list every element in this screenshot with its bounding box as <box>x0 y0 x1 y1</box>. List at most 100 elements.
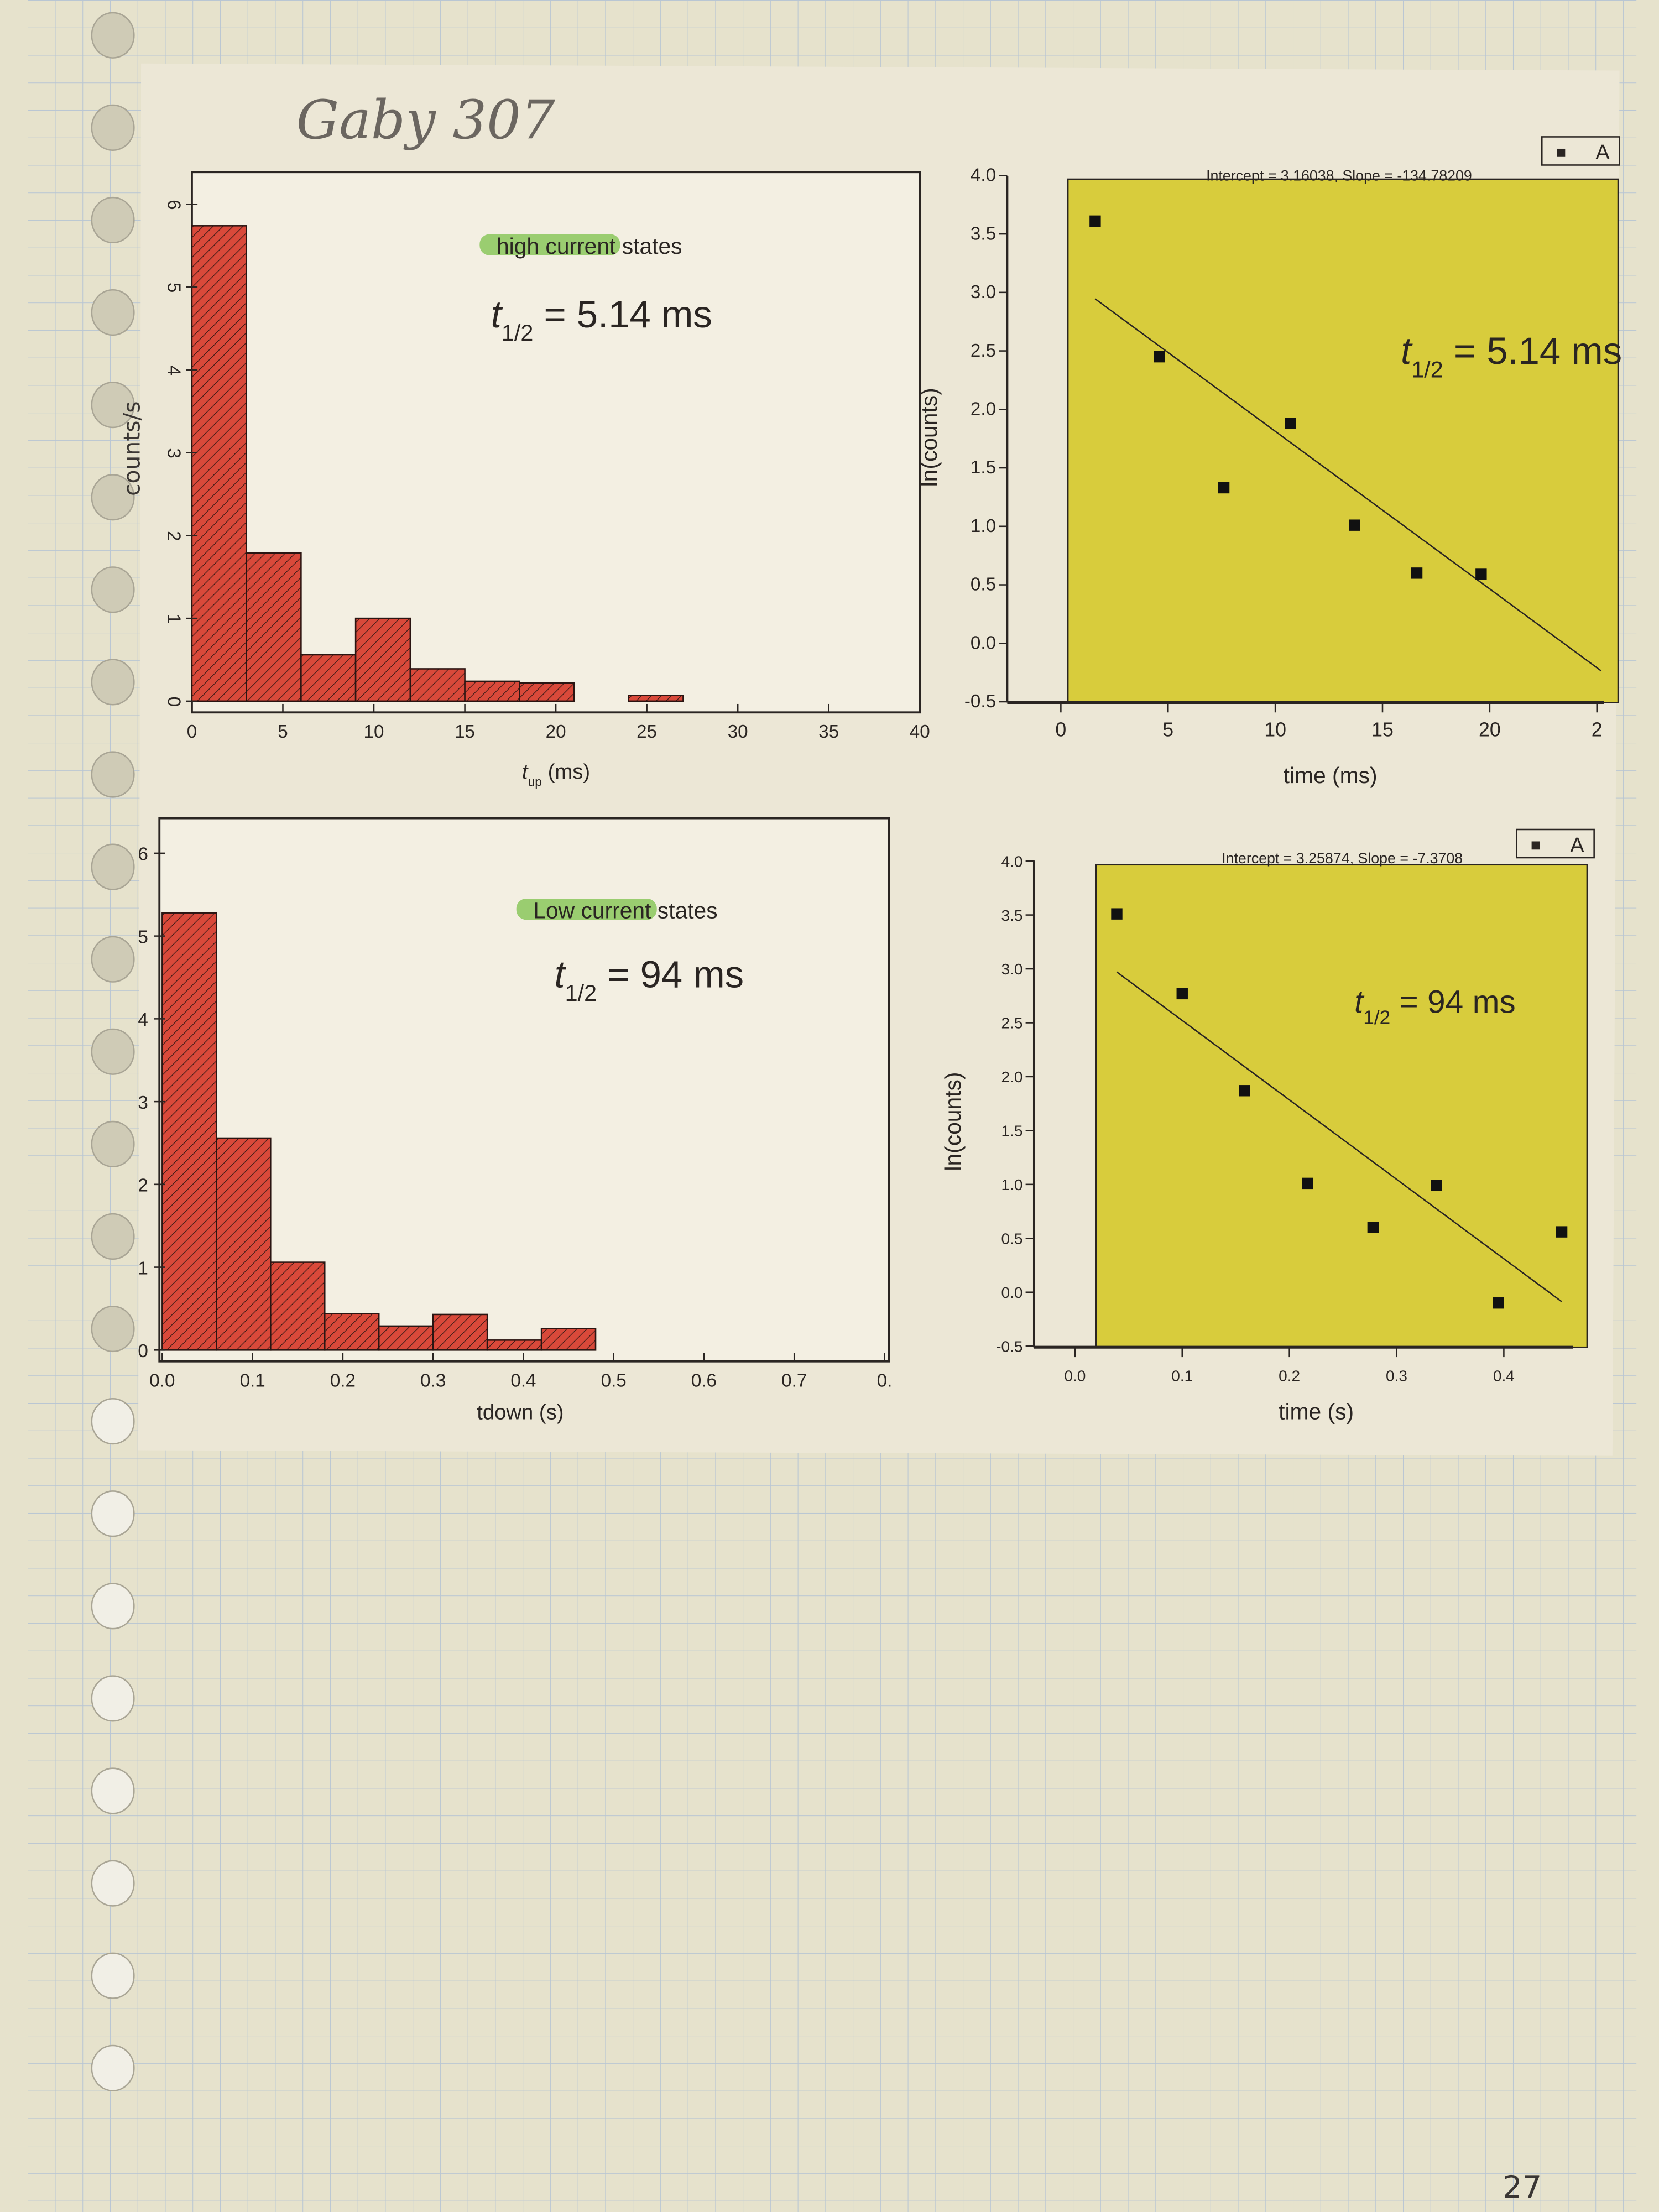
label-text: = 5.14 ms <box>533 293 712 336</box>
x-tick-label: 15 <box>455 722 475 742</box>
data-point <box>1431 1180 1442 1191</box>
x-tick-label: 15 <box>1371 719 1394 741</box>
histogram-bar <box>246 552 302 702</box>
x-axis-label: tup (ms) <box>522 760 590 789</box>
legend-label: A <box>1595 140 1610 164</box>
x-tick-label: 0.1 <box>240 1371 265 1391</box>
y-axis-label: ln(counts) <box>916 388 942 487</box>
scatter-low-current-fit: -0.5 0.0 0.5 1.0 1.5 2.0 2.5 3.0 3.5 4.0 0.0 0.1 0.2… <box>940 828 1595 1424</box>
data-point <box>1089 215 1101 227</box>
data-point <box>1218 482 1230 494</box>
x-tick-label: 0.6 <box>691 1371 717 1391</box>
data-point <box>1111 908 1123 920</box>
punch-hole <box>91 1675 135 1722</box>
data-point <box>1367 1222 1379 1233</box>
punch-hole <box>91 474 135 521</box>
histogram-bar <box>191 225 247 702</box>
highlighted-text: Low current <box>533 898 657 924</box>
punch-hole <box>91 104 135 151</box>
x-tick-label: 0.4 <box>510 1371 536 1391</box>
x-tick-label: 0.5 <box>601 1371 627 1391</box>
y-tick-label: 3 <box>138 1093 148 1113</box>
punch-hole <box>91 659 135 706</box>
histogram-bar <box>628 695 684 702</box>
histogram-bar <box>216 1137 272 1351</box>
legend-marker: ■ <box>1556 143 1567 162</box>
histogram-bar <box>324 1313 380 1351</box>
x-tick-label: 10 <box>364 722 384 742</box>
data-point <box>1154 351 1165 363</box>
histogram-bar <box>270 1261 326 1351</box>
legend-label: A <box>1570 833 1584 857</box>
punch-hole <box>91 12 135 59</box>
punch-hole <box>91 1767 135 1814</box>
y-tick-label: 1.0 <box>1001 1176 1022 1193</box>
histogram-bar <box>378 1325 434 1351</box>
label-text: tdown (s) <box>477 1400 564 1424</box>
y-axis-label-handwritten: counts/s <box>119 401 145 496</box>
symbol: t <box>491 293 503 336</box>
y-tick-label: -0.5 <box>996 1338 1022 1355</box>
x-tick-label: 10 <box>1264 719 1286 741</box>
x-axis-label: time (ms) <box>1284 763 1378 788</box>
half-life-annotation: t1/2 = 94 ms <box>1354 984 1516 1029</box>
histogram-bar <box>432 1313 488 1351</box>
histogram-high-current: 0 5 10 15 20 25 30 35 40 0 1 2 3 4 5 6 high current stat… <box>119 171 930 789</box>
x-tick-label: 5 <box>1162 719 1173 741</box>
series-label: Low current states <box>533 898 717 924</box>
data-point <box>1411 567 1423 579</box>
y-tick-label: 1 <box>164 614 184 624</box>
punch-hole <box>91 1213 135 1260</box>
histogram-bar <box>354 617 411 702</box>
label-text: = 5.14 ms <box>1443 330 1622 372</box>
handwritten-name: Gaby 307 <box>296 88 555 151</box>
symbol: t <box>1401 330 1413 372</box>
symbol: t <box>1354 984 1365 1020</box>
punch-hole <box>91 936 135 983</box>
plot-area <box>1095 864 1588 1348</box>
half-life-annotation: t1/2 = 5.14 ms <box>1401 330 1622 382</box>
histogram-bar <box>409 668 466 702</box>
y-tick-label: 0.0 <box>1001 1284 1022 1301</box>
highlight-mark <box>479 234 620 255</box>
y-tick-label: 4 <box>164 366 184 375</box>
punch-hole <box>91 1490 135 1537</box>
x-tick-label: 0.7 <box>781 1371 807 1391</box>
y-tick-label: 4.0 <box>971 165 996 186</box>
data-point <box>1302 1177 1313 1190</box>
punch-hole <box>91 566 135 613</box>
y-tick-label: 1 <box>138 1258 148 1279</box>
y-tick-label: 3.5 <box>1001 907 1022 924</box>
y-tick-label: 4.0 <box>1001 853 1022 870</box>
data-point <box>1285 418 1296 429</box>
subscript: up <box>528 775 542 789</box>
punch-hole <box>91 843 135 890</box>
y-tick-label: 2 <box>164 531 184 541</box>
x-tick-label: 0.4 <box>1493 1367 1515 1384</box>
y-tick-label: 3.0 <box>971 282 996 302</box>
x-tick-label: 30 <box>728 722 748 742</box>
punch-holes <box>91 12 135 2091</box>
fit-parameters-label: Intercept = 3.16038, Slope = -134.78209 <box>1206 168 1472 184</box>
x-axis-label: tdown (s) <box>477 1400 564 1424</box>
y-tick-label: 2.0 <box>1001 1068 1022 1086</box>
x-axis-label: time (s) <box>1279 1399 1354 1424</box>
data-point <box>1556 1226 1568 1238</box>
fit-parameters-label: Intercept = 3.25874, Slope = -7.3708 <box>1222 850 1463 867</box>
subscript: 1/2 <box>502 320 533 346</box>
y-tick-label: 3.5 <box>971 223 996 244</box>
legend-box <box>1541 136 1620 166</box>
legend-marker: ■ <box>1531 836 1541 854</box>
y-tick-label: 2.0 <box>971 399 996 420</box>
legend-box <box>1516 828 1595 859</box>
data-point <box>1475 568 1487 580</box>
y-tick-label: 2.5 <box>971 341 996 361</box>
x-tick-label: 25 <box>637 722 657 742</box>
label-rest: states <box>658 898 718 924</box>
punch-hole <box>91 1028 135 1075</box>
y-tick-label: 1.5 <box>1001 1123 1022 1140</box>
x-tick-label: 5 <box>278 722 288 742</box>
punch-hole <box>91 1583 135 1630</box>
histogram-bar <box>300 654 357 702</box>
